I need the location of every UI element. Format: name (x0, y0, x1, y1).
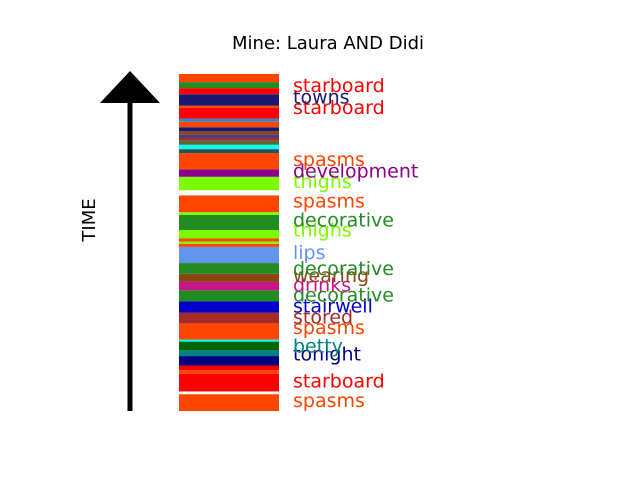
segment-label-starboard: starboard (293, 370, 385, 392)
segment-label-lips: lips (293, 242, 326, 264)
segment-label-spasms: spasms (293, 190, 365, 212)
timeline-segment-spasms (179, 323, 279, 340)
timeline-segment (179, 212, 279, 215)
timeline-segment (179, 134, 279, 139)
timeline-segment (179, 243, 279, 247)
stacked-timeline-bar (179, 74, 279, 411)
timeline-segment (179, 121, 279, 128)
timeline-segment (179, 339, 279, 342)
timeline-segment (179, 140, 279, 145)
timeline-segment-starboard (179, 88, 279, 95)
timeline-segment (179, 149, 279, 154)
timeline-segment-starboard (179, 107, 279, 119)
segment-label-development: development (293, 160, 418, 182)
timeline-segment-spasms (179, 153, 279, 170)
segment-label-decorative: decorative (293, 210, 394, 232)
timeline-segment (179, 131, 279, 135)
timeline-segment-decorative (179, 263, 279, 274)
timeline-segment-spasms (179, 394, 279, 411)
timeline-segment (179, 241, 279, 244)
segment-label-spasms: spasms (293, 317, 365, 339)
time-arrowhead-icon (100, 71, 160, 103)
timeline-segment-towns (179, 94, 279, 106)
timeline-segment-betty (179, 350, 279, 357)
timeline-segment-spasms (179, 195, 279, 213)
segment-label-drinks: drinks (293, 274, 351, 296)
timeline-segment (179, 118, 279, 122)
timeline-segment (179, 190, 279, 196)
y-axis-label: TIME (79, 198, 100, 242)
segment-labels: spasmsstarboardtonightbettyspasmsstoreds… (293, 75, 418, 412)
segment-label-starboard: starboard (293, 75, 385, 97)
timeline-segment (179, 138, 279, 141)
time-axis (100, 71, 160, 411)
segment-label-thighs: thighs (293, 219, 352, 241)
segment-label-stairwell: stairwell (293, 296, 373, 318)
segment-label-towns: towns (293, 86, 350, 108)
timeline-segment-lips (179, 246, 279, 264)
timeline-segment (179, 74, 279, 83)
timeline-segment (179, 365, 279, 371)
segment-label-spasms: spasms (293, 390, 365, 412)
timeline-segment-drinks (179, 281, 279, 291)
timeline-segment (179, 341, 279, 351)
timeline-segment-starboard (179, 373, 279, 392)
segment-label-stored: stored (293, 307, 353, 329)
segment-label-thighs: thighs (293, 171, 352, 193)
timeline-segment (179, 238, 279, 242)
timeline-segment (179, 82, 279, 89)
timeline-segment-decorative (179, 290, 279, 302)
timeline-segment-decorative (179, 214, 279, 231)
chart-title: Mine: Laura AND Didi (232, 33, 424, 54)
timeline-segment (179, 144, 279, 150)
segment-label-decorative: decorative (293, 258, 394, 280)
timeline-segment (179, 370, 279, 374)
segment-label-tonight: tonight (293, 344, 361, 366)
timeline-segment-thighs (179, 176, 279, 191)
timeline-segment-tonight (179, 356, 279, 366)
segment-label-wearing: wearing (293, 265, 369, 287)
timeline-segment (179, 127, 279, 132)
timeline-segment (179, 391, 279, 395)
segment-label-decorative: decorative (293, 284, 394, 306)
segment-label-betty: betty (293, 336, 343, 358)
segment-label-spasms: spasms (293, 149, 365, 171)
timeline-segment-development (179, 169, 279, 177)
timeline-segment-stairwell (179, 301, 279, 313)
timeline-segment-wearing (179, 273, 279, 282)
timeline-segment-thighs (179, 230, 279, 239)
timeline-segment (179, 105, 279, 108)
timeline-segment-stored (179, 312, 279, 324)
segment-label-starboard: starboard (293, 97, 385, 119)
